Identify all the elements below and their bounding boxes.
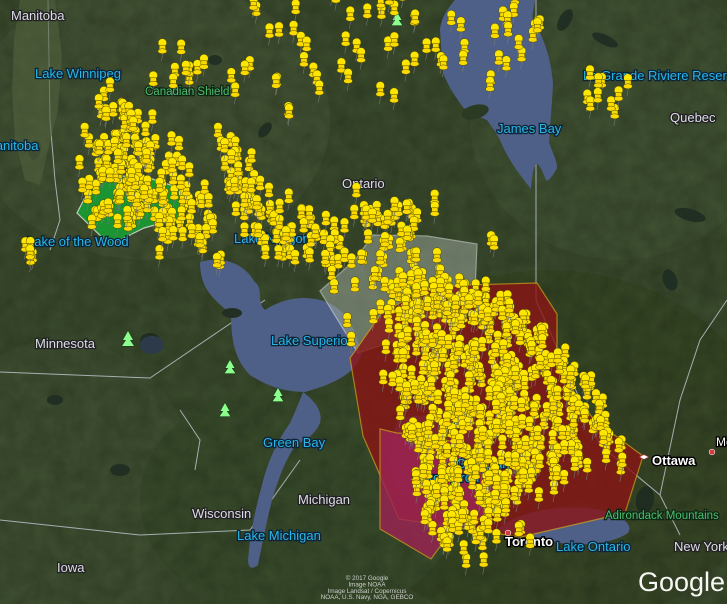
svg-text:Lake of the Wood: Lake of the Wood	[27, 234, 129, 249]
svg-text:Manitoba: Manitoba	[0, 138, 39, 153]
svg-text:Adirondack Mountains: Adirondack Mountains	[605, 510, 719, 522]
svg-text:Montreal: Montreal	[716, 435, 727, 449]
svg-text:Michigan: Michigan	[298, 492, 350, 507]
svg-text:Green Bay: Green Bay	[263, 435, 326, 450]
svg-text:New York: New York	[674, 539, 727, 554]
svg-text:Lake Ontario: Lake Ontario	[556, 539, 630, 554]
svg-text:Quebec: Quebec	[670, 110, 716, 125]
svg-text:Iowa: Iowa	[57, 560, 85, 575]
svg-text:Google Earth: Google Earth	[638, 567, 727, 597]
svg-text:Lake Superior: Lake Superior	[271, 333, 353, 348]
svg-text:Ontario: Ontario	[342, 176, 385, 191]
svg-text:James Bay: James Bay	[497, 121, 562, 136]
svg-text:Manitoba: Manitoba	[11, 8, 65, 23]
svg-text:Minnesota: Minnesota	[35, 336, 96, 351]
svg-text:NOAA, U.S. Navy, NGA, GEBCO: NOAA, U.S. Navy, NGA, GEBCO	[321, 594, 414, 601]
svg-text:Ottawa: Ottawa	[652, 453, 696, 468]
svg-text:Lake Michigan: Lake Michigan	[237, 528, 321, 543]
svg-text:Canadian Shield: Canadian Shield	[145, 86, 229, 98]
svg-text:Wisconsin: Wisconsin	[192, 506, 251, 521]
